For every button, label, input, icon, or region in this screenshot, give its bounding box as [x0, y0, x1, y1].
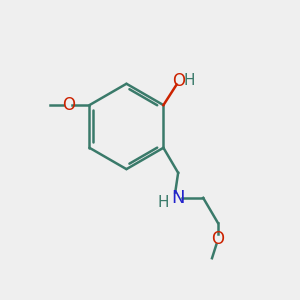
- Text: O: O: [172, 72, 184, 90]
- Text: H: H: [183, 74, 195, 88]
- Text: O: O: [212, 230, 224, 248]
- Text: N: N: [171, 189, 184, 207]
- Text: H: H: [157, 195, 169, 210]
- Text: O: O: [62, 96, 75, 114]
